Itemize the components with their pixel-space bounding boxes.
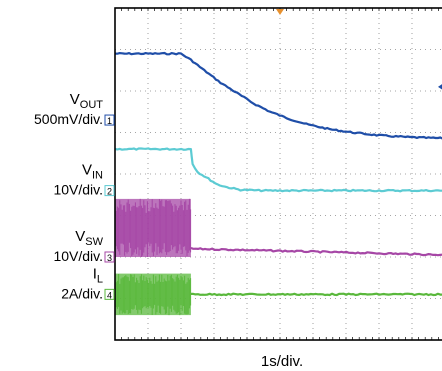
il-name: IL: [93, 265, 103, 285]
channel-1-marker-box: [104, 114, 115, 126]
plot-frame: [114, 7, 442, 341]
channel-4-marker-box: [104, 288, 115, 300]
x-axis-label: 1s/div.: [261, 353, 303, 370]
traces: [114, 51, 442, 316]
vsw-trace: [190, 246, 442, 257]
channel-3-marker-box: [104, 251, 115, 263]
channel-labels: VOUT500mV/div.VIN10V/div.VSW10V/div.IL2A…: [34, 91, 104, 301]
channel-4-number: 4: [107, 290, 112, 300]
grid: [114, 8, 442, 340]
vout-trace: [114, 51, 442, 140]
channel-1-marker: 1: [104, 114, 115, 126]
channel-2-marker: 2: [104, 185, 115, 197]
vout-name: VOUT: [70, 91, 104, 111]
vin-name: VIN: [82, 162, 103, 182]
channel-3-number: 3: [107, 253, 112, 263]
channel-markers: 1 2 3 4: [104, 84, 442, 300]
channel-2-marker-box: [104, 185, 115, 197]
vsw-name: VSW: [75, 228, 103, 248]
vsw-scale: 10V/div.: [53, 248, 103, 264]
trigger-marker: [276, 9, 284, 15]
channel-1-number: 1: [107, 116, 112, 126]
il-trace: [190, 292, 442, 297]
vout-offset-arrow: [438, 84, 442, 90]
channel-4-marker: 4: [104, 288, 115, 300]
vin-scale: 10V/div.: [53, 182, 103, 198]
vin-trace: [114, 147, 442, 193]
vout-scale: 500mV/div.: [34, 111, 103, 127]
channel-3-marker: 3: [104, 251, 115, 263]
channel-2-number: 2: [107, 187, 112, 197]
il-scale: 2A/div.: [61, 285, 103, 301]
